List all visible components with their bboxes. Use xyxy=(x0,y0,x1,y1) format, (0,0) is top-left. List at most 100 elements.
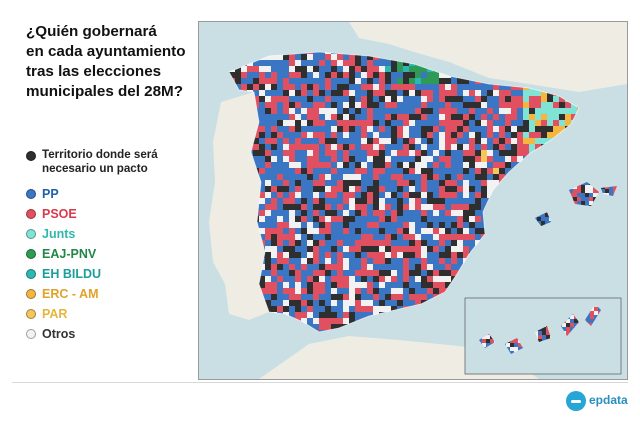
municipality-cell xyxy=(277,162,284,169)
municipality-cell xyxy=(541,102,548,109)
spain-municipal-map[interactable] xyxy=(198,21,628,380)
municipality-cell xyxy=(289,96,296,103)
municipality-cell xyxy=(439,162,446,169)
municipality-cell xyxy=(505,102,512,109)
municipality-cell xyxy=(457,234,464,241)
municipality-cell xyxy=(253,144,260,151)
municipality-cell xyxy=(475,102,482,109)
municipality-cell xyxy=(283,288,290,295)
municipality-cell xyxy=(427,210,434,217)
municipality-cell xyxy=(469,90,476,97)
municipality-cell xyxy=(325,52,332,55)
municipality-cell xyxy=(523,108,530,115)
municipality-cell xyxy=(307,288,314,295)
municipality-cell xyxy=(367,132,374,139)
municipality-cell xyxy=(355,72,362,79)
municipality-cell xyxy=(379,96,386,103)
municipality-cell xyxy=(439,144,446,151)
municipality-cell xyxy=(337,258,344,265)
municipality-cell xyxy=(343,180,350,187)
municipality-cell xyxy=(349,102,356,109)
municipality-cell xyxy=(433,72,440,79)
municipality-cell xyxy=(355,246,362,253)
municipality-cell xyxy=(367,78,374,85)
municipality-cell xyxy=(493,162,500,169)
municipality-cell xyxy=(493,156,500,163)
municipality-cell xyxy=(367,90,374,97)
municipality-cell xyxy=(277,132,284,139)
municipality-cell xyxy=(541,120,548,127)
municipality-cell xyxy=(361,78,368,85)
municipality-cell xyxy=(397,288,404,295)
legend-label: Otros xyxy=(42,327,76,341)
municipality-cell xyxy=(379,198,386,205)
municipality-cell xyxy=(277,180,284,187)
municipality-cell xyxy=(535,120,542,127)
municipality-cell xyxy=(289,288,296,295)
municipality-cell xyxy=(331,126,338,133)
legend-swatch xyxy=(26,249,36,259)
municipality-cell xyxy=(475,84,482,91)
municipality-cell xyxy=(319,228,326,235)
municipality-cell xyxy=(373,120,380,127)
municipality-cell xyxy=(439,180,446,187)
municipality-cell xyxy=(325,276,332,283)
municipality-cell xyxy=(265,66,272,73)
municipality-cell xyxy=(367,288,374,295)
municipality-cell xyxy=(439,240,446,247)
municipality-cell xyxy=(313,114,320,121)
municipality-cell xyxy=(415,78,422,85)
municipality-cell xyxy=(373,300,380,307)
municipality-cell xyxy=(355,174,362,181)
municipality-cell xyxy=(529,102,536,109)
municipality-cell xyxy=(541,217,546,222)
municipality-cell xyxy=(295,288,302,295)
municipality-cell xyxy=(439,132,446,139)
municipality-cell xyxy=(409,204,416,211)
municipality-cell xyxy=(307,120,314,127)
municipality-cell xyxy=(463,234,470,241)
municipality-cell xyxy=(325,150,332,157)
municipality-cell xyxy=(403,156,410,163)
municipality-cell xyxy=(570,327,575,332)
municipality-cell xyxy=(397,294,404,301)
municipality-cell xyxy=(427,126,434,133)
municipality-cell xyxy=(415,240,422,247)
municipality-cell xyxy=(421,66,428,73)
municipality-cell xyxy=(265,156,272,163)
municipality-cell xyxy=(463,78,470,85)
municipality-cell xyxy=(445,120,452,127)
municipality-cell xyxy=(301,234,308,241)
municipality-cell xyxy=(421,144,428,151)
municipality-cell xyxy=(385,276,392,283)
municipality-cell xyxy=(439,150,446,157)
municipality-cell xyxy=(331,204,338,211)
municipality-cell xyxy=(349,300,356,307)
municipality-cell xyxy=(259,156,266,163)
municipality-cell xyxy=(301,156,308,163)
municipality-cell xyxy=(313,90,320,97)
municipality-cell xyxy=(301,258,308,265)
municipality-cell xyxy=(385,210,392,217)
municipality-cell xyxy=(337,234,344,241)
municipality-cell xyxy=(385,102,392,109)
municipality-cell xyxy=(313,246,320,253)
municipality-cell xyxy=(487,150,494,157)
municipality-cell xyxy=(313,192,320,199)
municipality-cell xyxy=(469,240,476,247)
municipality-cell xyxy=(541,90,548,97)
legend-swatch xyxy=(26,209,36,219)
municipality-cell xyxy=(487,90,494,97)
municipality-cell xyxy=(313,168,320,175)
municipality-cell xyxy=(445,108,452,115)
municipality-cell xyxy=(415,192,422,199)
municipality-cell xyxy=(319,216,326,223)
municipality-cell xyxy=(415,120,422,127)
municipality-cell xyxy=(415,114,422,121)
municipality-cell xyxy=(325,84,332,91)
municipality-cell xyxy=(457,246,464,253)
municipality-cell xyxy=(433,132,440,139)
municipality-cell xyxy=(343,282,350,289)
municipality-cell xyxy=(475,144,482,151)
municipality-cell xyxy=(391,264,398,271)
